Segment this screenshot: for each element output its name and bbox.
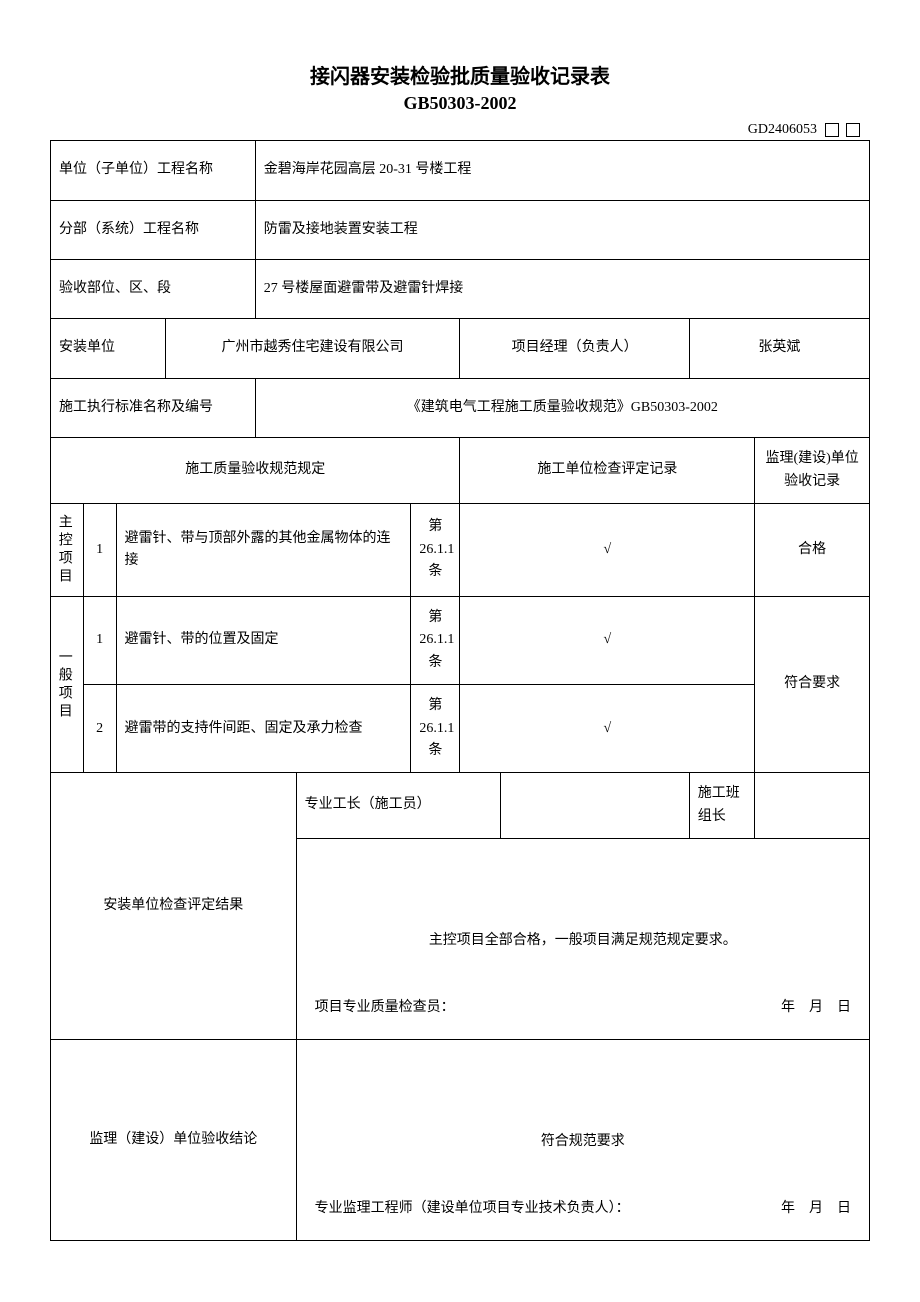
inspector-label: 项目专业质量检查员： — [315, 997, 455, 1019]
main-item-no: 1 — [83, 503, 116, 596]
pm-value: 张英斌 — [689, 319, 869, 378]
unit-project-label: 单位（子单位）工程名称 — [51, 141, 256, 200]
install-result-label: 安装单位检查评定结果 — [51, 773, 297, 1040]
standard-label: 施工执行标准名称及编号 — [51, 378, 256, 437]
col-spec: 施工质量验收规范规定 — [51, 438, 460, 504]
main-item-clause: 第 26.1.1条 — [411, 503, 460, 596]
main-item-desc: 避雷针、带与顶部外露的其他金属物体的连接 — [116, 503, 411, 596]
main-item-result: 合格 — [755, 503, 870, 596]
main-item-header: 主控项目 — [51, 503, 84, 596]
install-date: 年 月 日 — [781, 997, 851, 1019]
main-item-check: √ — [460, 503, 755, 596]
general-item-2-check: √ — [460, 685, 755, 773]
section-value: 27 号楼屋面避雷带及避雷针焊接 — [255, 260, 869, 319]
inspection-table: 单位（子单位）工程名称 金碧海岸花园高层 20-31 号楼工程 分部（系统）工程… — [50, 140, 870, 1241]
foreman-label: 专业工长（施工员） — [296, 773, 501, 839]
unit-project-value: 金碧海岸花园高层 20-31 号楼工程 — [255, 141, 869, 200]
document-subtitle: GB50303-2002 — [50, 93, 870, 114]
supervise-result-label: 监理（建设）单位验收结论 — [51, 1040, 297, 1241]
general-item-2-no: 2 — [83, 685, 116, 773]
team-leader-label: 施工班组长 — [689, 773, 755, 839]
section-label: 验收部位、区、段 — [51, 260, 256, 319]
doc-code-row: GD2406053 — [50, 122, 870, 138]
checkbox-1 — [825, 123, 839, 137]
general-item-2-clause: 第 26.1.1条 — [411, 685, 460, 773]
foreman-value — [501, 773, 689, 839]
pm-label: 项目经理（负责人） — [460, 319, 689, 378]
col-supervise-record: 监理(建设)单位验收记录 — [755, 438, 870, 504]
engineer-label: 专业监理工程师（建设单位项目专业技术负责人）： — [315, 1198, 630, 1220]
checkbox-2 — [846, 123, 860, 137]
general-item-1-check: √ — [460, 596, 755, 684]
general-item-1-clause: 第 26.1.1条 — [411, 596, 460, 684]
general-item-1-desc: 避雷针、带的位置及固定 — [116, 596, 411, 684]
install-conclusion-cell: 主控项目全部合格，一般项目满足规范规定要求。 项目专业质量检查员： 年 月 日 — [296, 839, 869, 1040]
general-item-1-no: 1 — [83, 596, 116, 684]
standard-value: 《建筑电气工程施工质量验收规范》GB50303-2002 — [255, 378, 869, 437]
supervise-conclusion: 符合规范要求 — [305, 1131, 861, 1153]
general-item-header: 一般项目 — [51, 596, 84, 772]
install-unit-value: 广州市越秀住宅建设有限公司 — [165, 319, 460, 378]
general-item-result: 符合要求 — [755, 596, 870, 772]
col-check-record: 施工单位检查评定记录 — [460, 438, 755, 504]
supervise-date: 年 月 日 — [781, 1198, 851, 1220]
install-unit-label: 安装单位 — [51, 319, 166, 378]
team-leader-value — [755, 773, 870, 839]
sub-project-value: 防雷及接地装置安装工程 — [255, 200, 869, 259]
install-conclusion: 主控项目全部合格，一般项目满足规范规定要求。 — [305, 930, 861, 952]
doc-code: GD2406053 — [748, 122, 817, 138]
sub-project-label: 分部（系统）工程名称 — [51, 200, 256, 259]
general-item-2-desc: 避雷带的支持件间距、固定及承力检查 — [116, 685, 411, 773]
document-title: 接闪器安装检验批质量验收记录表 — [50, 60, 870, 89]
supervise-conclusion-cell: 符合规范要求 专业监理工程师（建设单位项目专业技术负责人）： 年 月 日 — [296, 1040, 869, 1241]
